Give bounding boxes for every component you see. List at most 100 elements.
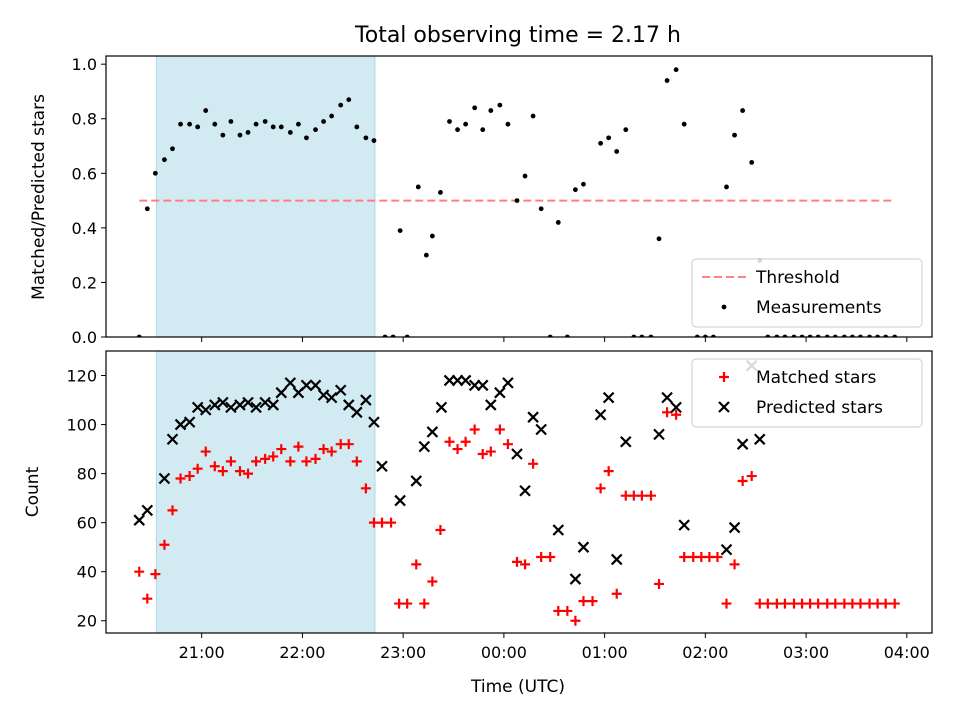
matched-star-point bbox=[485, 446, 496, 457]
predicted-star-point bbox=[577, 541, 590, 553]
predicted-star-point bbox=[670, 401, 682, 414]
predicted-star-point bbox=[511, 448, 523, 460]
matched-star-point bbox=[762, 598, 773, 609]
matched-star-point bbox=[511, 556, 522, 567]
x-tick-label: 22:00 bbox=[279, 643, 325, 662]
measurement-point bbox=[178, 121, 183, 127]
predicted-star-point bbox=[242, 396, 254, 409]
predicted-star-point bbox=[267, 399, 279, 411]
y-tick-label: 1.0 bbox=[72, 55, 97, 74]
predicted-star-point bbox=[325, 391, 338, 404]
measurement-point bbox=[423, 252, 429, 258]
measurement-point bbox=[598, 140, 603, 146]
predicted-star-point bbox=[234, 399, 246, 411]
predicted-star-point bbox=[250, 401, 262, 414]
measurement-point bbox=[304, 135, 309, 141]
predicted-star-point bbox=[394, 494, 406, 507]
predicted-star-point bbox=[678, 519, 690, 531]
matched-star-point bbox=[813, 598, 824, 609]
predicted-star-point bbox=[519, 484, 531, 497]
measurement-point bbox=[505, 121, 511, 127]
predicted-star-point bbox=[334, 384, 347, 397]
matched-star-point bbox=[142, 593, 153, 604]
y-tick-label: 120 bbox=[66, 367, 97, 386]
measurement-point bbox=[455, 127, 460, 133]
measurement-point bbox=[397, 228, 403, 234]
plot-area bbox=[133, 351, 900, 633]
matched-star-point bbox=[562, 605, 573, 616]
matched-star-point bbox=[880, 598, 891, 609]
bottom-panel-counts: 20 40 60 80 100 120 21:00 22:00 23:00 00:00 01:00 0… bbox=[23, 350, 933, 662]
matched-star-point bbox=[150, 569, 161, 580]
measurement-point bbox=[338, 102, 344, 108]
matched-star-point bbox=[889, 598, 900, 609]
predicted-star-point bbox=[661, 391, 673, 404]
measurement-point bbox=[144, 206, 150, 212]
x-tick-label: 21:00 bbox=[179, 643, 225, 662]
predicted-star-point bbox=[610, 553, 623, 566]
measurement-point bbox=[497, 102, 503, 108]
y-tick-label: 60 bbox=[77, 514, 97, 533]
y-tick-label: 0.2 bbox=[72, 273, 97, 292]
matched-star-point bbox=[553, 605, 564, 616]
matched-star-point bbox=[855, 598, 866, 609]
matched-star-point bbox=[386, 517, 397, 528]
measurement-point bbox=[262, 119, 268, 124]
predicted-star-point bbox=[284, 377, 297, 389]
y-tick-label: 80 bbox=[77, 465, 97, 484]
measurement-point bbox=[187, 121, 193, 127]
predicted-star-point bbox=[368, 416, 380, 428]
legend-measurement-swatch bbox=[721, 304, 727, 310]
observing-window-shade bbox=[155, 351, 376, 633]
matched-star-point bbox=[830, 598, 841, 609]
predicted-star-point bbox=[418, 440, 431, 453]
legend-label: Matched stars bbox=[756, 368, 876, 388]
matched-star-point bbox=[545, 551, 556, 562]
matched-star-point bbox=[477, 448, 488, 459]
measurement-point bbox=[530, 113, 536, 119]
x-axis-label: Time (UTC) bbox=[470, 677, 565, 697]
measurement-point bbox=[287, 129, 293, 135]
predicted-star-point bbox=[376, 460, 388, 473]
measurement-point bbox=[656, 236, 662, 242]
measurement-point bbox=[447, 119, 452, 124]
measurement-point bbox=[480, 127, 486, 133]
measurement-point bbox=[278, 124, 284, 130]
observing-window-shade bbox=[155, 56, 376, 337]
predicted-star-point bbox=[728, 521, 741, 534]
matched-star-point bbox=[536, 551, 547, 562]
predicted-star-point bbox=[225, 401, 237, 414]
matched-star-point bbox=[419, 598, 430, 609]
y-tick-label: 0.8 bbox=[72, 110, 97, 129]
x-tick-label: 03:00 bbox=[783, 643, 829, 662]
measurement-point bbox=[555, 220, 561, 225]
y-tick-label: 0.0 bbox=[72, 328, 97, 347]
predicted-star-point bbox=[527, 411, 539, 423]
measurement-point bbox=[429, 233, 435, 239]
matched-star-point bbox=[243, 468, 254, 479]
measurement-point bbox=[162, 157, 167, 163]
y-axis-label: Count bbox=[23, 466, 43, 517]
predicted-star-point bbox=[217, 396, 229, 409]
measurement-point bbox=[220, 132, 226, 138]
matched-star-point bbox=[427, 576, 438, 587]
predicted-star-point bbox=[133, 514, 146, 526]
measurement-point bbox=[203, 108, 209, 113]
predicted-star-point bbox=[317, 389, 330, 401]
matched-star-point bbox=[192, 463, 203, 474]
y-tick-label: 40 bbox=[77, 563, 97, 582]
predicted-star-point bbox=[602, 391, 615, 404]
x-tick-label: 04:00 bbox=[884, 643, 930, 662]
legend-label: Measurements bbox=[756, 298, 882, 318]
legend-matched-swatch bbox=[719, 372, 729, 382]
axes-frame bbox=[105, 350, 933, 634]
axes-frame bbox=[105, 55, 933, 338]
predicted-star-point bbox=[191, 401, 204, 414]
measurement-point bbox=[295, 121, 301, 127]
matched-star-point bbox=[528, 458, 539, 469]
predicted-star-point bbox=[494, 386, 506, 399]
legend: Threshold Measurements bbox=[691, 258, 923, 328]
predicted-star-point bbox=[309, 379, 322, 392]
measurement-point bbox=[606, 135, 612, 141]
predicted-star-point bbox=[569, 573, 582, 585]
